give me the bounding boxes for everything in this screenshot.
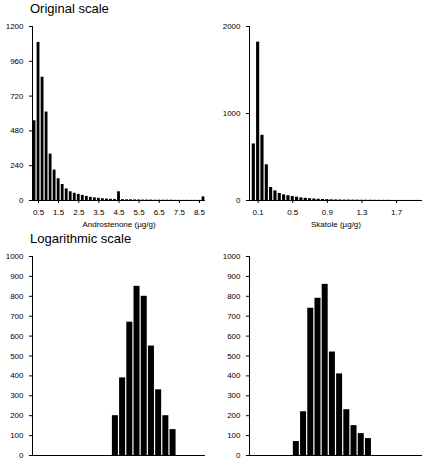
svg-text:8.5: 8.5 [194, 208, 206, 217]
svg-text:1.7: 1.7 [391, 208, 403, 217]
svg-text:100: 100 [10, 431, 24, 440]
svg-text:240: 240 [10, 161, 24, 170]
svg-text:480: 480 [10, 126, 24, 135]
svg-text:200: 200 [227, 411, 241, 420]
svg-text:700: 700 [10, 312, 24, 321]
svg-text:2000: 2000 [223, 22, 241, 31]
svg-text:0.1: 0.1 [253, 208, 265, 217]
svg-text:Androstenone (µg/g): Androstenone (µg/g) [82, 220, 155, 229]
svg-text:300: 300 [10, 391, 24, 400]
svg-text:700: 700 [227, 312, 241, 321]
svg-text:1000: 1000 [223, 252, 241, 261]
svg-text:0.5: 0.5 [33, 208, 45, 217]
svg-text:1.5: 1.5 [53, 208, 65, 217]
svg-text:1200: 1200 [6, 22, 24, 31]
svg-text:400: 400 [227, 371, 241, 380]
svg-text:2.5: 2.5 [73, 208, 85, 217]
svg-text:5.5: 5.5 [134, 208, 146, 217]
svg-text:0.5: 0.5 [287, 208, 299, 217]
svg-text:600: 600 [227, 332, 241, 341]
svg-text:0: 0 [236, 451, 241, 460]
svg-text:800: 800 [227, 292, 241, 301]
svg-text:0: 0 [19, 451, 24, 460]
html-text:Original scale: Original scale [30, 1, 109, 16]
svg-text:3.5: 3.5 [93, 208, 105, 217]
svg-text:900: 900 [10, 272, 24, 281]
svg-text:500: 500 [227, 352, 241, 361]
svg-text:800: 800 [10, 292, 24, 301]
svg-text:960: 960 [10, 57, 24, 66]
svg-text:100: 100 [227, 431, 241, 440]
svg-text:900: 900 [227, 272, 241, 281]
svg-text:1000: 1000 [6, 252, 24, 261]
svg-text:200: 200 [10, 411, 24, 420]
svg-text:4.5: 4.5 [113, 208, 125, 217]
svg-text:720: 720 [10, 92, 24, 101]
svg-text:300: 300 [227, 391, 241, 400]
svg-text:Skatole (µg/g): Skatole (µg/g) [311, 220, 361, 229]
svg-text:0: 0 [236, 196, 241, 205]
svg-text:0: 0 [19, 196, 24, 205]
svg-text:6.5: 6.5 [154, 208, 166, 217]
svg-text:7.5: 7.5 [174, 208, 186, 217]
svg-text:1000: 1000 [223, 109, 241, 118]
svg-text:0.9: 0.9 [322, 208, 334, 217]
svg-text:500: 500 [10, 352, 24, 361]
svg-text:600: 600 [10, 332, 24, 341]
svg-text:400: 400 [10, 371, 24, 380]
svg-text:1.3: 1.3 [356, 208, 368, 217]
html-text:Logarithmic scale: Logarithmic scale [30, 231, 132, 246]
